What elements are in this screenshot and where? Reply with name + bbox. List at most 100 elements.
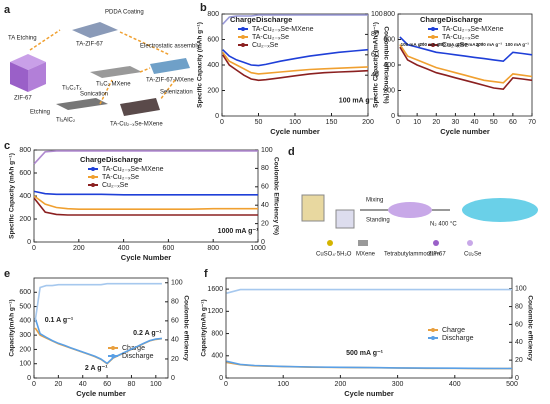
legend-label: TA-Cu₂₋ₓSe-MXene bbox=[442, 26, 504, 33]
x-tick-label: 50 bbox=[490, 119, 498, 126]
legend-label: TA-Cu₂₋ₓSe bbox=[102, 174, 139, 181]
x-tick-label: 0 bbox=[396, 119, 400, 126]
annotation: 1000 mA g⁻¹ bbox=[457, 42, 484, 47]
series-line bbox=[222, 14, 368, 25]
y-tick-label: 100 bbox=[19, 361, 31, 368]
x-tick-label: 200 bbox=[73, 245, 85, 252]
x-tick-label: 400 bbox=[449, 381, 461, 388]
x-tick-label: 100 bbox=[277, 381, 289, 388]
x-tick-label: 20 bbox=[54, 381, 62, 388]
panel-label: b bbox=[200, 2, 207, 14]
y-tick-label: 0 bbox=[27, 375, 31, 382]
legend-marker bbox=[431, 27, 435, 31]
x-tick-label: 0 bbox=[32, 245, 36, 252]
icon bbox=[327, 240, 333, 246]
x-axis-label: Cycle number bbox=[344, 389, 394, 398]
diagram-label: Sonication bbox=[80, 92, 108, 98]
diagram-label: ZIF-67 bbox=[428, 252, 446, 258]
legend-marker bbox=[241, 27, 245, 31]
x-axis-label: Cycle number bbox=[76, 389, 126, 398]
legend-marker bbox=[431, 43, 435, 47]
y-tick-label: 200 bbox=[19, 216, 31, 223]
y2-tick-label: 20 bbox=[261, 220, 269, 227]
diagram-label: ZIF-67 bbox=[14, 96, 32, 102]
y2-tick-label: 100 bbox=[171, 280, 183, 287]
y-tick-label: 500 bbox=[19, 303, 31, 310]
x-tick-label: 50 bbox=[255, 119, 263, 126]
diagram-label: MXene bbox=[356, 252, 376, 258]
x-tick-label: 400 bbox=[118, 245, 130, 252]
icon bbox=[467, 240, 473, 246]
annotation: 0.1 A g⁻¹ bbox=[45, 317, 74, 324]
cube bbox=[10, 62, 28, 92]
y-axis-label: Capacity(mAh g⁻¹) bbox=[9, 299, 16, 356]
x-tick-label: 600 bbox=[163, 245, 175, 252]
annotation: 0.2 A g⁻¹ bbox=[133, 330, 162, 337]
y2-tick-label: 80 bbox=[171, 299, 179, 306]
diagram-label: CuSO₄·5H₂O bbox=[316, 252, 352, 258]
x-tick-label: 150 bbox=[326, 119, 338, 126]
legend-header: Discharge bbox=[106, 155, 142, 164]
series-line bbox=[399, 36, 533, 63]
y-axis-label: Specific Capacity (mAh g⁻¹) bbox=[197, 22, 204, 108]
diagram-label: Selenization bbox=[160, 90, 193, 96]
y2-axis-label: Coulombic efficiency bbox=[526, 295, 533, 361]
y-tick-label: 400 bbox=[19, 318, 31, 325]
diagram-label: Ti₃C₂Tₓ bbox=[62, 86, 82, 92]
legend-marker bbox=[241, 43, 245, 47]
composite bbox=[150, 58, 190, 74]
intermediate bbox=[388, 202, 432, 218]
panel-label: e bbox=[4, 268, 10, 280]
y2-tick-label: 80 bbox=[371, 31, 379, 38]
y2-tick-label: 20 bbox=[171, 356, 179, 363]
y2-tick-label: 100 bbox=[261, 147, 273, 154]
annotation: 2 A g⁻¹ bbox=[85, 365, 108, 372]
diagram-label: Ti₃AlC₂ bbox=[56, 118, 76, 124]
y-tick-label: 800 bbox=[19, 147, 31, 154]
y2-tick-label: 20 bbox=[515, 357, 523, 364]
x-tick-label: 800 bbox=[207, 245, 219, 252]
y2-tick-label: 40 bbox=[261, 202, 269, 209]
legend-header: Charge bbox=[230, 15, 256, 24]
x-tick-label: 500 bbox=[506, 381, 518, 388]
x-tick-label: 80 bbox=[128, 381, 136, 388]
legend-marker bbox=[91, 183, 95, 187]
y2-tick-label: 40 bbox=[515, 339, 523, 346]
x-tick-label: 200 bbox=[335, 381, 347, 388]
legend-label: Cu₂₋ₓSe bbox=[252, 42, 278, 49]
y-tick-label: 600 bbox=[19, 170, 31, 177]
y2-tick-label: 0 bbox=[515, 375, 519, 382]
x-tick-label: 0 bbox=[220, 119, 224, 126]
y2-tick-label: 100 bbox=[515, 286, 527, 293]
legend-label: Cu₂₋ₓSe bbox=[442, 42, 468, 49]
annotation: 200 mA g⁻¹ bbox=[419, 42, 443, 47]
y2-axis-label: Coulombic Efficiency (%) bbox=[272, 157, 279, 235]
y-tick-label: 800 bbox=[211, 330, 223, 337]
product bbox=[462, 198, 538, 222]
y-tick-label: 600 bbox=[19, 289, 31, 296]
y2-tick-label: 40 bbox=[171, 337, 179, 344]
beaker bbox=[301, 194, 325, 222]
x-tick-label: 200 bbox=[362, 119, 374, 126]
y2-axis-label: Coulombic efficiency bbox=[182, 295, 189, 361]
series-line bbox=[33, 195, 258, 210]
max-phase bbox=[56, 98, 108, 110]
x-tick-label: 0 bbox=[224, 381, 228, 388]
diagram-label: TA Etching bbox=[8, 36, 37, 42]
y-tick-label: 0 bbox=[219, 375, 223, 382]
y2-tick-label: 80 bbox=[261, 165, 269, 172]
y-tick-label: 600 bbox=[383, 36, 395, 43]
panel-label: a bbox=[4, 4, 11, 16]
y-tick-label: 1600 bbox=[207, 286, 223, 293]
legend-marker bbox=[111, 354, 115, 358]
x-tick-label: 10 bbox=[413, 119, 421, 126]
y2-tick-label: 40 bbox=[371, 72, 379, 79]
series-line bbox=[399, 46, 533, 91]
y-tick-label: 0 bbox=[27, 239, 31, 246]
y2-tick-label: 60 bbox=[171, 318, 179, 325]
series-line bbox=[222, 51, 369, 75]
y2-tick-label: 60 bbox=[261, 184, 269, 191]
plot-frame bbox=[225, 277, 513, 379]
diagram-label: PDDA Coating bbox=[105, 10, 144, 16]
